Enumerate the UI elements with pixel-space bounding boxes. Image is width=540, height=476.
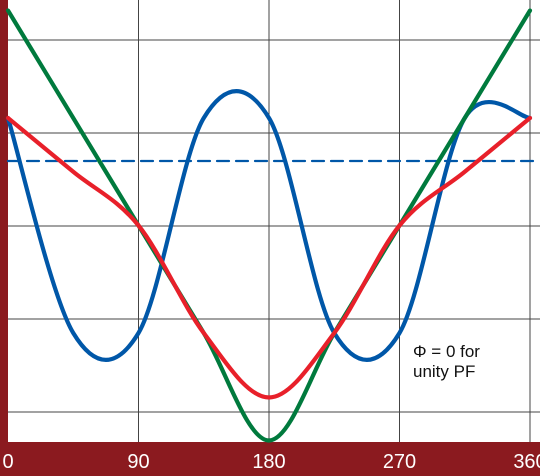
x-tick-label: 90 [127,451,149,473]
series-line-0 [5,89,533,362]
series-line-1 [5,8,533,443]
x-tick-label: 360 [513,451,540,473]
annotation: Φ = 0 for unity PF [413,342,480,381]
x-tick-label: 0 [2,451,13,473]
annotation-line-2: unity PF [413,362,475,381]
x-tick-label: 180 [252,451,285,473]
series-layer [5,8,540,443]
series-line-2 [5,115,533,400]
x-tick-label: 270 [383,451,416,473]
x-tick-labels: 0 90 180 270 360 [2,451,540,473]
plot-area [8,0,540,442]
annotation-line-1: Φ = 0 for [413,342,480,361]
